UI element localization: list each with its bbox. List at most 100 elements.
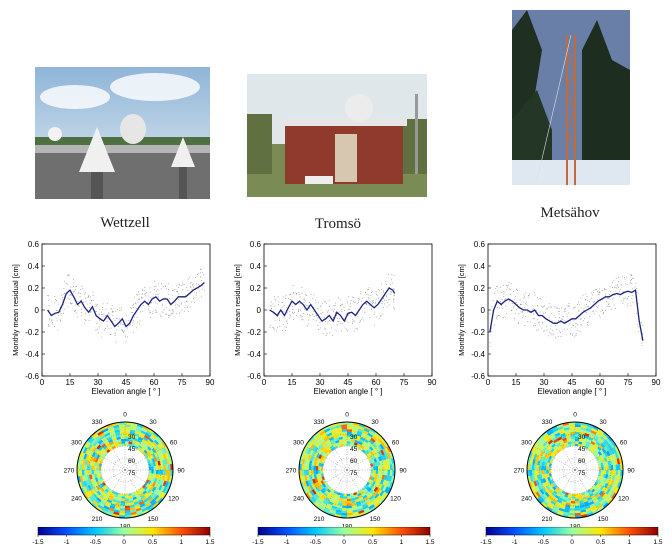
scatter-point — [536, 329, 538, 331]
scatter-point — [129, 307, 131, 309]
scatter-point — [516, 302, 518, 304]
scatter-point — [527, 311, 529, 313]
skyplot-cell — [603, 457, 608, 462]
scatter-point — [306, 325, 308, 327]
skyplot-cell — [91, 461, 95, 466]
skyplot-cell — [336, 492, 341, 496]
scatter-point — [100, 311, 102, 313]
scatter-point — [73, 291, 74, 293]
skyplot-cell — [580, 509, 587, 513]
scatter-point — [274, 305, 276, 307]
scatter-point — [631, 275, 633, 277]
x-tick-label: 60 — [372, 378, 381, 387]
scatter-point — [385, 296, 387, 298]
skyplot-cell — [306, 470, 309, 476]
scatter-point — [612, 298, 614, 300]
scatter-point — [551, 334, 553, 336]
scatter-point — [128, 320, 130, 322]
skyplot-cell — [595, 502, 602, 508]
scatter-point — [495, 314, 497, 316]
scatter-point — [298, 311, 299, 313]
scatter-point — [594, 301, 595, 303]
scatter-point — [572, 325, 574, 327]
scatter-point — [276, 330, 278, 332]
scatter-point — [520, 311, 522, 313]
x-tick-label: 15 — [288, 378, 297, 387]
skyplot-cell — [563, 424, 570, 429]
azimuth-label: 300 — [71, 440, 82, 447]
skyplot-cell — [556, 512, 564, 517]
skyplot-cell — [125, 512, 131, 516]
skyplot-cell — [94, 461, 98, 467]
skyplot-cell — [597, 455, 602, 460]
skyplot-cell — [360, 490, 365, 495]
skyplot-cell — [324, 445, 330, 450]
scatter-point — [114, 332, 115, 334]
scatter-point — [572, 334, 574, 336]
scatter-point — [389, 283, 391, 285]
scatter-point — [589, 315, 591, 317]
skyplot-cell — [383, 492, 389, 500]
scatter-point — [68, 274, 70, 276]
y-tick-label: 0.2 — [28, 284, 40, 293]
scatter-point — [56, 317, 58, 319]
scatter-point — [172, 313, 174, 315]
skyplot-cell — [378, 456, 382, 462]
elevation-label: 45 — [578, 446, 586, 453]
scatter-point — [301, 319, 303, 321]
skyplot-cell — [608, 455, 613, 461]
scatter-point — [131, 312, 132, 314]
scatter-point — [63, 292, 65, 294]
scatter-point — [586, 303, 588, 305]
azimuth-label: 30 — [149, 419, 157, 426]
scatter-point — [372, 303, 374, 305]
skyplot-cell — [324, 449, 329, 454]
skyplot-cell — [314, 478, 319, 483]
scatter-point — [522, 301, 524, 303]
skyplot-cell — [314, 441, 320, 447]
skyplot-cell — [303, 470, 307, 476]
scatter-point — [70, 286, 72, 288]
scatter-point — [315, 299, 316, 301]
skyplot-cell — [329, 436, 335, 441]
skyplot-cell — [355, 435, 361, 439]
scatter-point — [506, 312, 508, 314]
scatter-point — [626, 297, 628, 299]
skyplot-cell — [158, 455, 163, 461]
scatter-point — [141, 293, 143, 295]
scatter-point — [388, 299, 390, 301]
y-tick-label: -0.6 — [471, 372, 485, 381]
x-tick-label: 45 — [344, 378, 353, 387]
scatter-point — [364, 307, 366, 309]
azimuth-label: 150 — [370, 516, 381, 523]
skyplot-cell — [104, 488, 109, 493]
skyplot-cell — [89, 483, 94, 490]
scatter-point — [186, 301, 187, 303]
skyplot-cell — [106, 449, 111, 453]
azimuth-spoke — [124, 428, 150, 471]
scatter-point — [548, 316, 550, 318]
scatter-point — [89, 314, 91, 316]
scatter-point — [58, 315, 60, 317]
skyplot-cell — [537, 449, 542, 456]
colorbar-tick-label: 0 — [122, 539, 126, 546]
skyplot-cell — [350, 495, 355, 499]
scatter-point — [562, 315, 564, 317]
skyplot-cell — [141, 447, 146, 452]
skyplot-cell — [544, 435, 551, 442]
scatter-point — [182, 284, 184, 286]
scatter-point — [586, 322, 588, 323]
scatter-point — [514, 299, 516, 301]
scatter-point — [307, 313, 309, 315]
skyplot-cell — [143, 498, 149, 504]
azimuth-label: 210 — [314, 516, 325, 523]
skyplot-cell — [104, 432, 111, 437]
skyplot-cell — [547, 495, 554, 501]
skyplot-cell — [552, 449, 557, 454]
skyplot-cell — [373, 500, 380, 507]
skyplot-cell — [554, 432, 561, 437]
scatter-point — [119, 318, 120, 320]
skyplot-cell — [365, 486, 370, 491]
skyplot-cell — [580, 427, 587, 431]
skyplot-cell — [313, 474, 317, 479]
